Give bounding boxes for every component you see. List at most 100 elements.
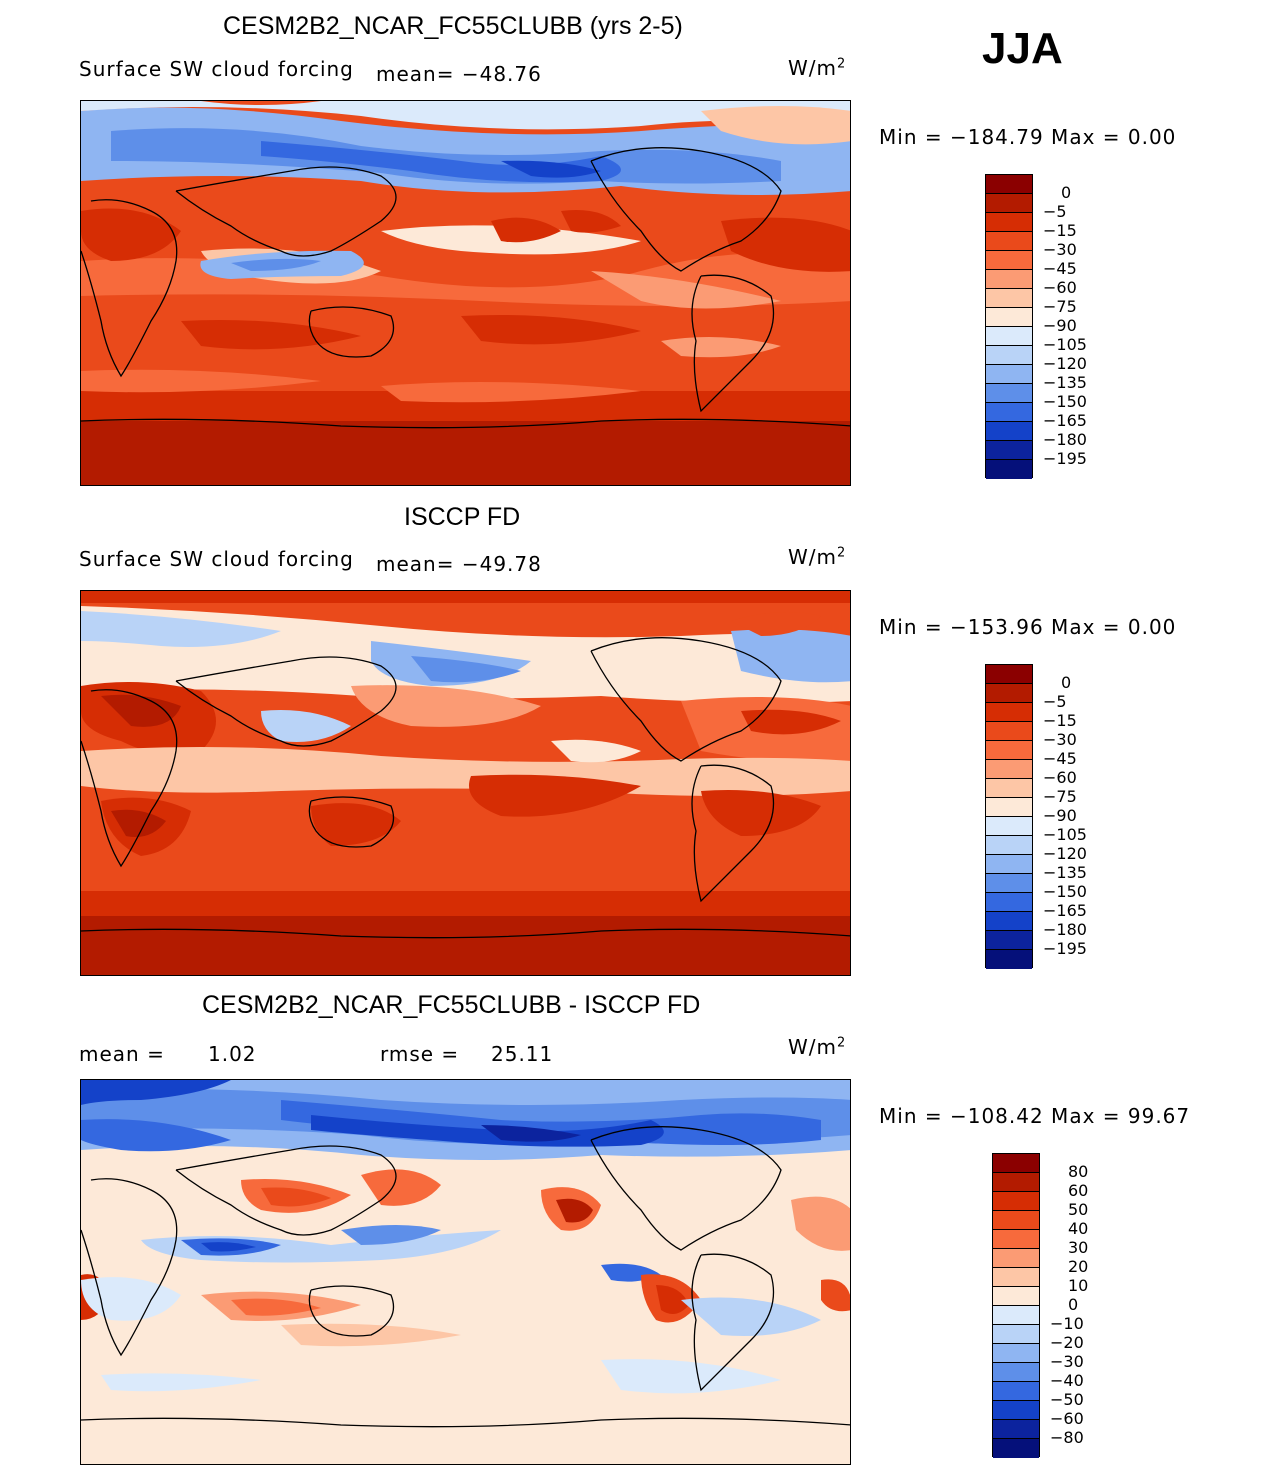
panel2-colorbar-label: −75 (1043, 787, 1077, 806)
panel2-mean: mean= −49.78 (376, 552, 542, 576)
panel2-colorbar-label: 0 (1061, 673, 1072, 692)
panel1-map (80, 100, 851, 486)
panel3-colorbar-box (993, 1306, 1039, 1325)
panel2-colorbar-box (986, 855, 1032, 874)
panel3-colorbar-box (993, 1268, 1039, 1287)
panel1-colorbar-label: −195 (1043, 449, 1087, 468)
panel1-colorbar-box (986, 175, 1032, 194)
panel3-colorbar-box (993, 1325, 1039, 1344)
panel2-colorbar-box (986, 931, 1032, 950)
panel3-colorbar-box (993, 1173, 1039, 1192)
panel2-colorbar-box (986, 874, 1032, 893)
panel3-colorbar-label: 40 (1068, 1219, 1089, 1238)
panel3-colorbar-label: −10 (1050, 1314, 1084, 1333)
panel2-colorbar-label: −15 (1043, 711, 1077, 730)
panel1-colorbar-box (986, 403, 1032, 422)
panel3-colorbar-label: 80 (1068, 1162, 1089, 1181)
panel1-colorbar-label: −105 (1043, 335, 1087, 354)
panel3-minmax: Min = −108.42 Max = 99.67 (879, 1104, 1191, 1128)
panel1-colorbar-box (986, 441, 1032, 460)
season-label: JJA (982, 24, 1063, 73)
panel3-colorbar-box (993, 1154, 1039, 1173)
panel2-colorbar-label: −120 (1043, 844, 1087, 863)
panel2-colorbar-box (986, 703, 1032, 722)
panel1-colorbar-box (986, 308, 1032, 327)
panel1-colorbar-label: −135 (1043, 373, 1087, 392)
panel1-colorbar-box (986, 327, 1032, 346)
panel3-colorbar-label: 50 (1068, 1200, 1089, 1219)
panel3-colorbar-box (993, 1287, 1039, 1306)
panel2-colorbar-box (986, 912, 1032, 931)
panel3-colorbar-label: −60 (1050, 1409, 1084, 1428)
panel3-rmse-value: 25.11 (491, 1042, 554, 1066)
panel1-colorbar-label: −90 (1043, 316, 1077, 335)
panel1-units: W/m2 (788, 56, 847, 80)
panel1-colorbar-box (986, 460, 1032, 479)
panel3-colorbar-label: −30 (1050, 1352, 1084, 1371)
panel1-colorbar-label: −5 (1043, 202, 1067, 221)
panel2-colorbar-box (986, 760, 1032, 779)
panel3-colorbar-box (993, 1230, 1039, 1249)
panel1-colorbar-label: −60 (1043, 278, 1077, 297)
panel1-colorbar-label: −75 (1043, 297, 1077, 316)
panel1-colorbar-box (986, 422, 1032, 441)
panel2-colorbar-box (986, 722, 1032, 741)
panel3-mean-value: 1.02 (208, 1042, 257, 1066)
panel3-colorbar-box (993, 1249, 1039, 1268)
panel1-colorbar-label: −15 (1043, 221, 1077, 240)
panel1-colorbar-label: −30 (1043, 240, 1077, 259)
panel1-colorbar-label: 0 (1061, 183, 1072, 202)
panel3-map (80, 1079, 851, 1465)
panel3-title: CESM2B2_NCAR_FC55CLUBB - ISCCP FD (202, 991, 701, 1019)
panel3-colorbar-label: −20 (1050, 1333, 1084, 1352)
panel3-units: W/m2 (788, 1035, 847, 1059)
panel1-colorbar-box (986, 384, 1032, 403)
panel3-colorbar-label: −80 (1050, 1428, 1084, 1447)
panel1-colorbar-box (986, 270, 1032, 289)
panel3-colorbar-box (993, 1192, 1039, 1211)
panel2-colorbar (985, 664, 1033, 969)
panel2-colorbar-label: −105 (1043, 825, 1087, 844)
panel2-colorbar-label: −60 (1043, 768, 1077, 787)
panel3-colorbar-label: 10 (1068, 1276, 1089, 1295)
panel2-colorbar-label: −30 (1043, 730, 1077, 749)
panel2-units: W/m2 (788, 545, 847, 569)
panel1-colorbar-label: −120 (1043, 354, 1087, 373)
panel2-colorbar-box (986, 798, 1032, 817)
panel3-colorbar-box (993, 1420, 1039, 1439)
panel1-colorbar-box (986, 194, 1032, 213)
panel2-colorbar-label: −150 (1043, 882, 1087, 901)
panel3-colorbar-label: 60 (1068, 1181, 1089, 1200)
panel1-colorbar-label: −180 (1043, 430, 1087, 449)
panel3-rmse-label: rmse = (380, 1042, 460, 1066)
panel2-colorbar-label: −180 (1043, 920, 1087, 939)
panel2-colorbar-box (986, 665, 1032, 684)
panel1-title: CESM2B2_NCAR_FC55CLUBB (yrs 2-5) (223, 12, 683, 40)
panel2-colorbar-label: −45 (1043, 749, 1077, 768)
panel3-colorbar-box (993, 1211, 1039, 1230)
panel2-colorbar-label: −5 (1043, 692, 1067, 711)
panel2-colorbar-box (986, 779, 1032, 798)
panel1-minmax: Min = −184.79 Max = 0.00 (879, 125, 1177, 149)
panel3-colorbar-label: 30 (1068, 1238, 1089, 1257)
panel3-colorbar-label: −40 (1050, 1371, 1084, 1390)
panel2-map (80, 590, 851, 976)
panel3-colorbar-label: −50 (1050, 1390, 1084, 1409)
panel2-colorbar-box (986, 950, 1032, 969)
panel1-colorbar-label: −150 (1043, 392, 1087, 411)
panel3-colorbar-label: 0 (1068, 1295, 1079, 1314)
panel1-colorbar-box (986, 232, 1032, 251)
panel2-colorbar-label: −165 (1043, 901, 1087, 920)
panel1-colorbar-box (986, 346, 1032, 365)
panel2-minmax: Min = −153.96 Max = 0.00 (879, 615, 1177, 639)
panel2-colorbar-box (986, 684, 1032, 703)
panel1-colorbar-box (986, 213, 1032, 232)
panel3-colorbar-label: 20 (1068, 1257, 1089, 1276)
panel1-subtitle: Surface SW cloud forcing (79, 57, 354, 81)
panel2-title: ISCCP FD (404, 503, 521, 531)
panel1-colorbar (985, 174, 1033, 479)
panel1-colorbar-box (986, 251, 1032, 270)
panel1-colorbar-box (986, 289, 1032, 308)
panel1-colorbar-label: −165 (1043, 411, 1087, 430)
panel3-colorbar-box (993, 1401, 1039, 1420)
